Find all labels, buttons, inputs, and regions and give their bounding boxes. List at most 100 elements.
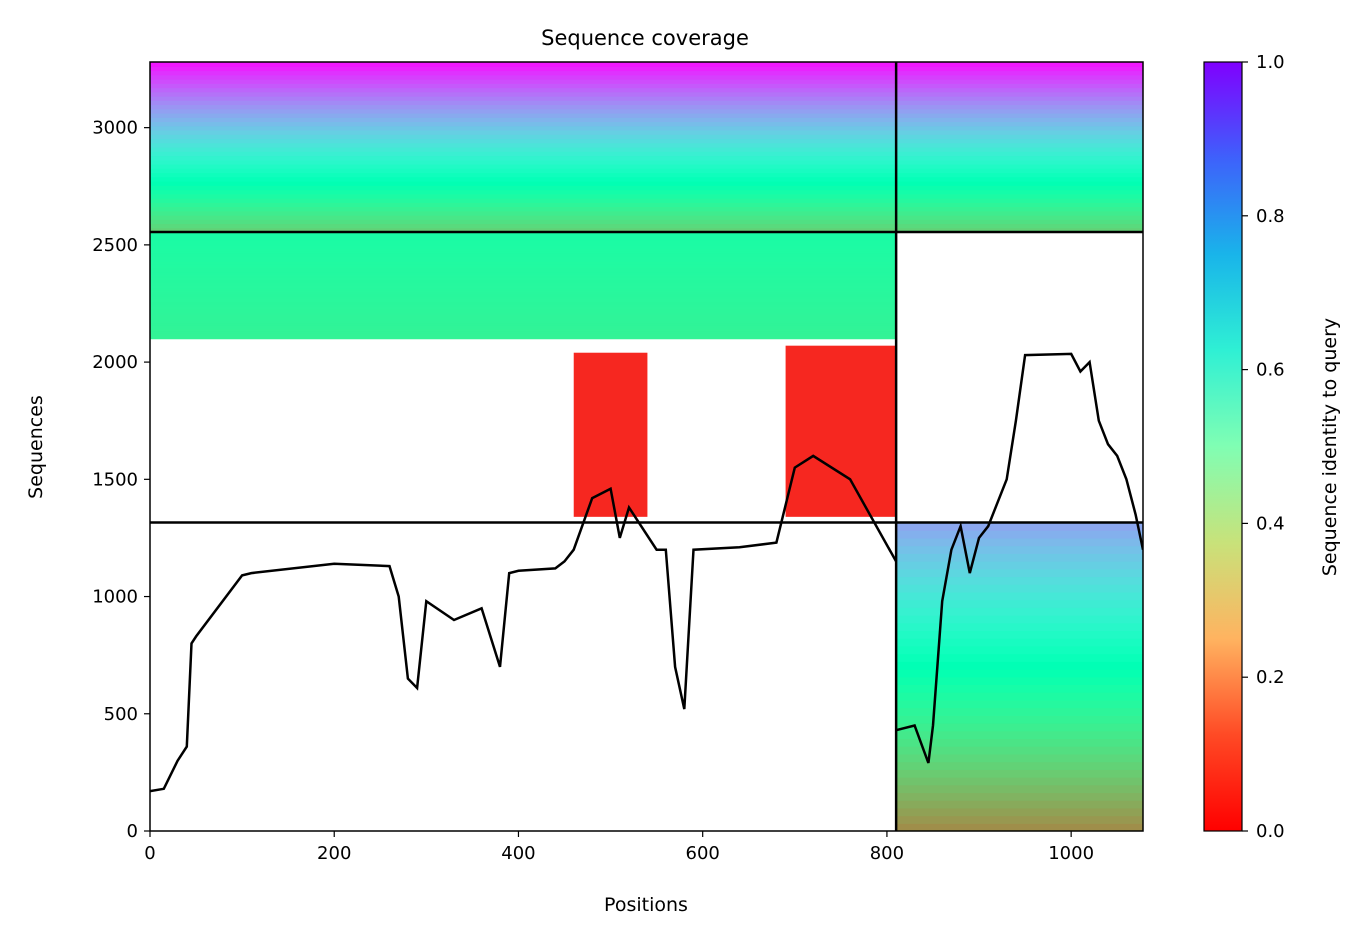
identity-band-1-33: [896, 87, 1143, 93]
identity-band-0-11: [150, 180, 897, 186]
identity-band-1-20: [896, 142, 1143, 148]
identity-band-3-15: [896, 707, 1143, 716]
identity-band-3-33: [896, 568, 1143, 578]
identity-band-3-25: [896, 630, 1143, 639]
identity-band-2-33: [150, 247, 897, 252]
identity-band-2-35: [150, 242, 897, 246]
identity-band-1-2: [896, 219, 1143, 225]
colorbar-tick-label: 0.4: [1256, 513, 1285, 534]
x-axis-label: Positions: [604, 894, 688, 916]
identity-band-1-12: [896, 176, 1143, 182]
identity-band-3-30: [896, 591, 1143, 601]
identity-band-1-9: [896, 189, 1143, 195]
identity-band-3-35: [896, 553, 1143, 562]
identity-band-2-0: [150, 335, 897, 340]
y-tick-label: 500: [104, 704, 138, 725]
identity-band-0-39: [150, 62, 897, 67]
identity-band-3-18: [896, 684, 1143, 693]
identity-band-3-13: [896, 723, 1143, 732]
identity-band-2-36: [150, 239, 897, 244]
identity-band-2-19: [150, 285, 897, 289]
identity-band-3-3: [896, 800, 1143, 809]
identity-band-0-12: [150, 176, 897, 182]
identity-band-1-23: [896, 129, 1143, 135]
identity-band-2-4: [150, 325, 897, 329]
identity-band-1-17: [896, 155, 1143, 161]
colorbar-tick-label: 0.0: [1256, 821, 1285, 842]
identity-band-3-31: [896, 584, 1143, 593]
identity-band-1-27: [896, 112, 1143, 118]
identity-band-3-16: [896, 699, 1143, 709]
identity-band-3-28: [896, 607, 1143, 616]
identity-band-3-8: [896, 761, 1143, 770]
identity-band-2-29: [150, 258, 897, 262]
identity-band-3-2: [896, 807, 1143, 817]
x-tick-label: 0: [144, 843, 155, 864]
identity-band-2-24: [150, 271, 897, 276]
identity-band-0-8: [150, 193, 897, 199]
y-tick-label: 1000: [92, 587, 138, 608]
identity-band-1-30: [896, 100, 1143, 106]
identity-band-3-22: [896, 653, 1143, 662]
identity-band-1-21: [896, 138, 1143, 144]
colorbar-tick-label: 1.0: [1256, 52, 1285, 73]
identity-band-2-39: [150, 231, 897, 236]
identity-band-0-0: [150, 227, 897, 233]
identity-band-0-16: [150, 159, 897, 165]
identity-band-0-33: [150, 87, 897, 93]
identity-band-3-34: [896, 561, 1143, 570]
identity-band-1-4: [896, 210, 1143, 216]
identity-band-2-12: [150, 303, 897, 308]
identity-band-2-23: [150, 274, 897, 278]
identity-band-0-4: [150, 210, 897, 216]
identity-band-1-22: [896, 134, 1143, 140]
identity-band-2-34: [150, 245, 897, 249]
identity-band-0-15: [150, 163, 897, 169]
identity-band-0-26: [150, 117, 897, 123]
identity-band-2-15: [150, 295, 897, 300]
identity-band-0-9: [150, 189, 897, 195]
identity-band-1-35: [896, 78, 1143, 84]
low-identity-clusters: [573, 345, 897, 517]
identity-band-3-6: [896, 777, 1143, 786]
identity-band-0-35: [150, 78, 897, 84]
identity-band-2-8: [150, 314, 897, 318]
identity-band-0-32: [150, 91, 897, 97]
identity-band-2-16: [150, 293, 897, 297]
colorbar-label: Sequence identity to query: [1319, 318, 1341, 576]
identity-band-0-25: [150, 121, 897, 127]
y-tick-label: 1500: [92, 469, 138, 490]
identity-band-3-21: [896, 661, 1143, 670]
identity-band-0-31: [150, 95, 897, 101]
identity-band-3-26: [896, 622, 1143, 632]
identity-band-2-6: [150, 319, 897, 324]
colorbar-gradient: [1203, 61, 1243, 832]
identity-band-0-19: [150, 146, 897, 152]
identity-band-2-32: [150, 250, 897, 254]
identity-band-1-29: [896, 104, 1143, 110]
identity-band-1-39: [896, 62, 1143, 67]
identity-band-0-21: [150, 138, 897, 144]
identity-band-1-16: [896, 159, 1143, 165]
identity-band-1-38: [896, 66, 1143, 72]
identity-band-3-24: [896, 638, 1143, 647]
identity-band-2-2: [150, 330, 897, 334]
identity-band-2-13: [150, 301, 897, 305]
x-tick-label: 600: [686, 843, 720, 864]
identity-band-1-15: [896, 163, 1143, 169]
identity-band-3-4: [896, 792, 1143, 801]
identity-band-3-17: [896, 692, 1143, 701]
identity-band-3-9: [896, 753, 1143, 763]
identity-band-3-19: [896, 676, 1143, 686]
identity-band-0-18: [150, 151, 897, 157]
identity-band-1-5: [896, 206, 1143, 212]
identity-band-0-3: [150, 214, 897, 220]
identity-band-3-37: [896, 537, 1143, 547]
identity-band-1-34: [896, 83, 1143, 89]
identity-band-3-36: [896, 545, 1143, 554]
identity-band-0-37: [150, 70, 897, 76]
identity-band-3-27: [896, 615, 1143, 624]
identity-band-0-36: [150, 74, 897, 80]
identity-band-1-32: [896, 91, 1143, 97]
